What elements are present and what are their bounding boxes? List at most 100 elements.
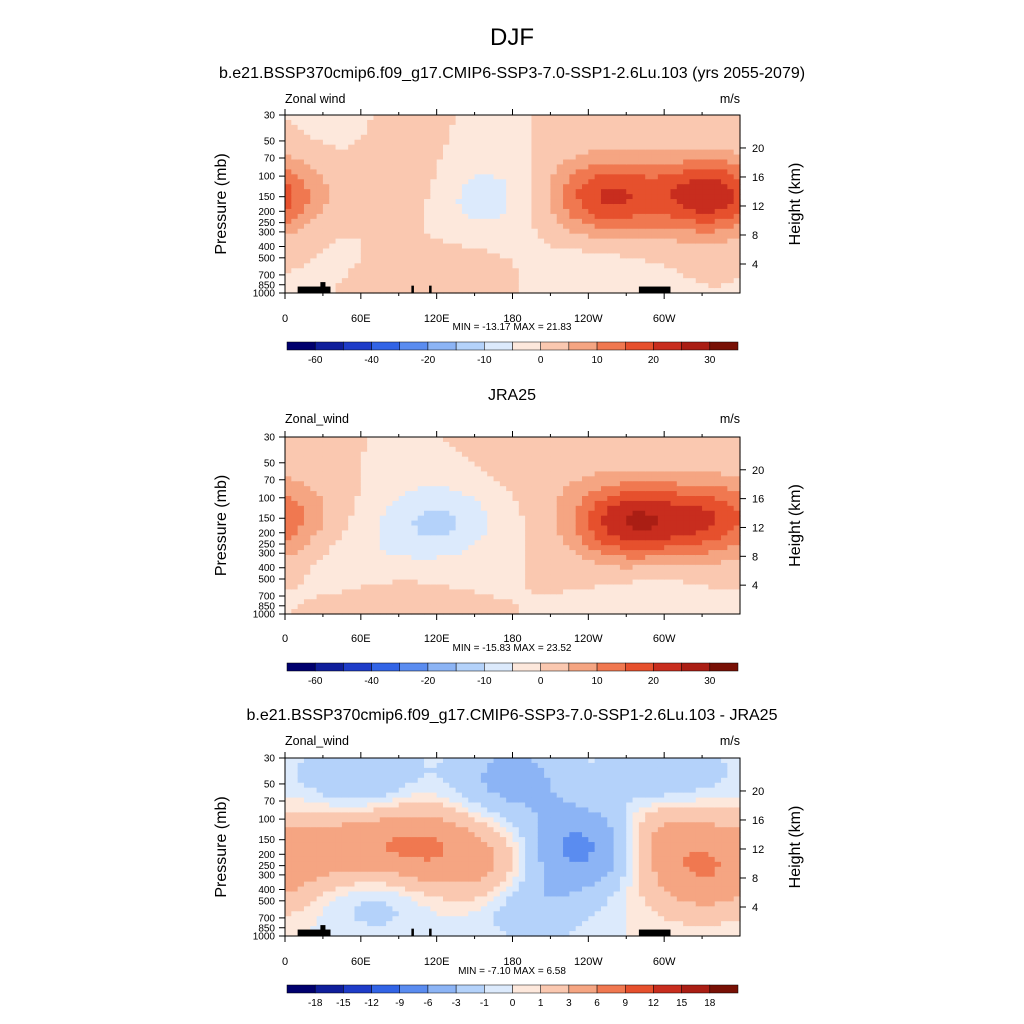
field-cell xyxy=(354,550,362,556)
field-cell xyxy=(379,154,387,161)
field-cell xyxy=(607,555,615,561)
field-cell xyxy=(316,510,324,517)
field-cell xyxy=(683,169,691,175)
field-cell xyxy=(582,446,589,453)
field-cell xyxy=(303,164,311,170)
field-cell xyxy=(297,159,305,166)
field-cell xyxy=(341,184,349,190)
field-cell xyxy=(411,461,419,468)
field-cell xyxy=(303,283,311,289)
field-cell xyxy=(285,446,292,453)
field-cell xyxy=(727,159,735,166)
field-cell xyxy=(518,144,526,151)
field-cell xyxy=(367,491,375,497)
field-cell xyxy=(676,258,684,264)
field-cell xyxy=(379,218,387,225)
field-cell xyxy=(367,253,375,259)
field-cell xyxy=(360,228,368,235)
field-cell xyxy=(664,213,672,220)
field-cell xyxy=(373,515,381,522)
field-cell xyxy=(607,119,615,126)
field-cell xyxy=(525,486,533,492)
colorbar-swatch xyxy=(512,341,541,351)
field-cell xyxy=(487,584,495,591)
field-cell xyxy=(360,159,368,166)
field-cell xyxy=(322,446,330,453)
field-cell xyxy=(550,545,558,551)
field-cell xyxy=(683,456,691,463)
field-cell xyxy=(645,550,653,556)
field-cell xyxy=(303,253,311,259)
field-cell xyxy=(379,437,387,443)
field-cell xyxy=(518,273,526,279)
field-cell xyxy=(285,535,292,541)
field-cell xyxy=(468,555,476,561)
field-cell xyxy=(600,559,608,566)
field-cell xyxy=(442,208,450,215)
field-cell xyxy=(600,609,608,615)
field-cell xyxy=(379,253,387,259)
field-cell xyxy=(689,233,697,240)
field-cell xyxy=(645,530,653,536)
field-cell xyxy=(638,569,646,576)
field-cell xyxy=(670,149,678,156)
field-cell xyxy=(613,199,621,205)
field-cell xyxy=(626,129,634,136)
field-cell xyxy=(676,446,684,453)
field-cell xyxy=(689,283,697,289)
field-cell xyxy=(392,263,400,269)
field-cell xyxy=(449,194,457,200)
field-cell xyxy=(556,228,564,235)
field-cell xyxy=(417,258,425,264)
field-cell xyxy=(588,258,596,264)
field-cell xyxy=(449,154,457,161)
field-cell xyxy=(638,599,646,605)
field-cell xyxy=(556,500,564,507)
field-cell xyxy=(632,288,640,294)
field-cell xyxy=(480,505,488,512)
field-cell xyxy=(303,540,311,546)
field-cell xyxy=(676,564,684,571)
field-cell xyxy=(550,208,558,215)
field-cell xyxy=(461,218,469,225)
field-cell xyxy=(676,278,684,284)
field-cell xyxy=(405,233,412,240)
field-cell xyxy=(411,218,419,225)
field-cell xyxy=(626,535,634,541)
field-cell xyxy=(619,174,627,180)
field-cell xyxy=(651,228,659,235)
field-cell xyxy=(664,223,672,230)
field-cell xyxy=(480,437,488,443)
field-cell xyxy=(537,555,545,561)
field-cell xyxy=(512,535,520,541)
field-cell xyxy=(436,273,444,279)
field-cell xyxy=(480,446,488,453)
field-cell xyxy=(411,159,419,166)
field-cell xyxy=(341,278,349,284)
field-cell xyxy=(708,144,716,151)
field-cell xyxy=(348,461,356,468)
field-cell xyxy=(424,609,431,615)
field-cell xyxy=(392,579,400,586)
field-cell xyxy=(499,594,507,600)
field-cell xyxy=(632,476,640,482)
colorbar-swatch xyxy=(484,341,513,351)
field-cell xyxy=(480,119,488,126)
field-cell xyxy=(436,441,444,448)
field-cell xyxy=(493,179,501,185)
field-cell xyxy=(335,204,343,210)
field-cell xyxy=(544,199,552,205)
field-cell xyxy=(310,515,318,522)
field-cell xyxy=(582,441,589,448)
field-cell xyxy=(468,486,476,492)
field-cell xyxy=(285,451,292,458)
field-cell xyxy=(512,263,520,269)
field-cell xyxy=(354,535,362,541)
field-cell xyxy=(449,238,457,245)
field-cell xyxy=(683,481,691,487)
field-cell xyxy=(480,594,488,600)
field-cell xyxy=(670,446,678,453)
field-cell xyxy=(310,179,318,185)
field-cell xyxy=(291,486,299,492)
field-cell xyxy=(430,124,438,131)
